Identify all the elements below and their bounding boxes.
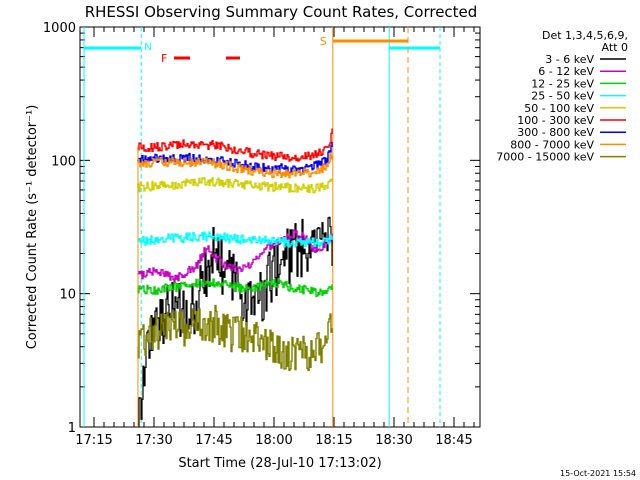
series-group [137,128,333,428]
series-line [137,128,333,162]
flare-flag-label: F [161,52,167,65]
legend-entry-label: 7000 - 15000 keV [496,151,594,164]
legend-entry-label: 50 - 100 keV [524,102,594,115]
plot-area [79,26,481,428]
series-line [137,177,333,194]
series-line [137,153,333,179]
x-tick-label: 18:45 [435,433,472,448]
footer-timestamp: 15-Oct-2021 15:54 [560,469,636,478]
chart-title: RHESSI Observing Summary Count Rates, Co… [85,3,478,21]
legend-header: Att 0 [602,41,628,54]
x-tick-label: 17:45 [195,433,232,448]
legend-entry-label: 6 - 12 keV [538,65,594,78]
legend-entry-label: 12 - 25 keV [531,77,594,90]
x-tick-label: 18:30 [375,433,412,448]
x-tick-label: 17:30 [135,433,172,448]
saa-flag-label: S [320,35,327,48]
y-tick-label: 1 [68,421,76,436]
series-line [137,277,333,298]
x-tick-label: 17:15 [75,433,112,448]
y-tick-label: 10 [59,288,76,303]
x-axis: 17:15 17:30 17:45 18:00 18:15 18:30 18:45 [75,27,475,448]
night-flag-label: N [144,42,151,53]
x-tick-label: 18:15 [315,433,352,448]
y-axis: 1 10 100 1000 [43,21,480,436]
legend-entry-label: 25 - 50 keV [531,90,594,103]
legend-entry-label: 100 - 300 keV [517,114,594,127]
legend-entry-label: 800 - 7000 keV [510,138,594,151]
x-tick-label: 18:00 [255,433,292,448]
x-axis-label: Start Time (28-Jul-10 17:13:02) [178,456,381,471]
legend-header: Det 1,3,4,5,6,9, [542,29,628,42]
flag-lines: NF S [83,27,441,427]
y-tick-label: 100 [51,154,76,169]
legend-entry-label: 3 - 6 keV [545,53,594,66]
legend-entry-label: 300 - 800 keV [517,126,594,139]
y-tick-label: 1000 [43,21,76,36]
series-line [137,304,333,372]
y-axis-label: Corrected Count Rate (s⁻¹ detector⁻¹) [25,105,40,350]
series-line [137,231,333,248]
